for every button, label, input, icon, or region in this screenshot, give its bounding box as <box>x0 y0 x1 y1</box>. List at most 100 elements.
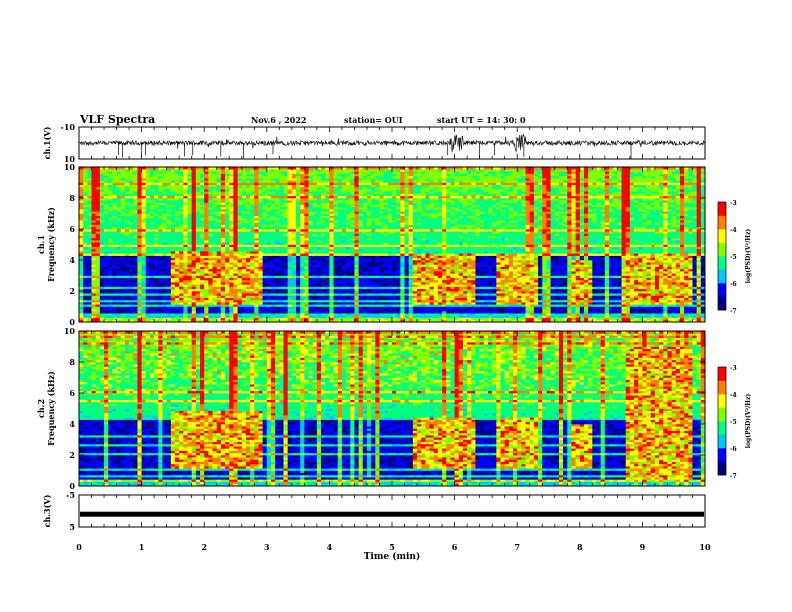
ch1-spectrogram-cell <box>245 271 251 274</box>
ch1-spectrogram-cell <box>521 266 526 270</box>
ch1-spectrogram-cell <box>154 248 159 252</box>
ch1-spectrogram-cell <box>429 313 435 316</box>
ch1-spectrogram-cell <box>679 264 685 267</box>
ch1-spectrogram-cell <box>287 319 293 323</box>
ch1-spectrogram-cell <box>446 275 451 279</box>
ch1-spectrogram-cell <box>195 253 201 256</box>
ch1-spectrogram-cell <box>508 264 514 267</box>
ch1-spectrogram-cell <box>700 251 706 254</box>
ch1-spectrogram-cell <box>124 284 130 287</box>
ch1-spectrogram-cell <box>300 253 305 256</box>
ch1-spectrogram-cell <box>304 260 309 263</box>
ch1-spectrogram-cell <box>500 293 505 296</box>
ch1-spectrogram-cell <box>513 313 518 316</box>
ch1-spectrogram-cell <box>529 253 535 256</box>
ch1-spectrogram-cell <box>675 286 681 290</box>
ch1-spectrogram-cell <box>538 304 543 307</box>
ch1-spectrogram-cell <box>621 279 626 283</box>
ch1-spectrogram-cell <box>141 304 147 307</box>
ch1-spectrogram-cell <box>404 264 409 267</box>
ch1-spectrogram-cell <box>679 297 685 301</box>
ch1-spectrogram-cell <box>446 273 451 276</box>
ch1-spectrogram-cell <box>91 257 96 261</box>
ch1-spectrogram-cell <box>375 264 380 267</box>
ch1-spectrogram-cell <box>558 310 564 314</box>
ch1-spectrogram-cell <box>383 317 389 321</box>
ch1-spectrogram-cell <box>529 271 535 274</box>
ch1-spectrogram-cell <box>454 308 460 312</box>
ch1-spectrogram-cell <box>258 257 263 261</box>
ch1-spectrogram-cell <box>250 264 255 267</box>
ch1-spectrogram-cell <box>613 302 618 305</box>
ch1-spectrogram-cell <box>233 288 238 292</box>
ch1-spectrogram-cell <box>375 282 380 285</box>
ch1-spectrogram-cell <box>329 304 334 307</box>
ch1-spectrogram-cell <box>225 255 230 259</box>
ch1-spectrogram-cell <box>496 302 501 305</box>
ch1-spectrogram-cell <box>558 260 564 263</box>
ch1-spectrogram-cell <box>467 313 472 316</box>
ch1-spectrogram-cell <box>341 313 347 316</box>
ch1-spectrogram-cell <box>149 284 155 287</box>
ch1-spectrogram-cell <box>575 308 581 312</box>
ch1-spectrogram-cell <box>254 262 259 265</box>
ch1-spectrogram-cell <box>362 308 368 312</box>
ch1-spectrogram-cell <box>425 286 430 290</box>
ch1-spectrogram-cell <box>275 313 280 316</box>
ch1-spectrogram-cell <box>83 293 88 296</box>
ch1-spectrogram-cell <box>262 308 268 312</box>
ch1-spectrogram-cell <box>154 253 159 256</box>
ch1-spectrogram-cell <box>442 257 447 261</box>
ch1-spectrogram-cell <box>671 257 677 261</box>
ch1-spectrogram-cell <box>529 255 535 259</box>
ch1-spectrogram-cell <box>166 315 172 318</box>
ch1-spectrogram-cell <box>517 268 522 272</box>
ch1-spectrogram-cell <box>600 310 606 314</box>
ch1-spectrogram-cell <box>675 282 681 285</box>
ch1-spectrogram-cell <box>496 295 501 298</box>
ch1-spectrogram-cell <box>358 253 364 256</box>
ch1-spectrogram-cell <box>621 253 626 256</box>
ch1-spectrogram-cell <box>408 264 414 267</box>
ch1-spectrogram-cell <box>625 313 631 316</box>
ch1-spectrogram-cell <box>663 295 668 298</box>
ch1-spectrogram-cell <box>362 310 368 314</box>
ch1-spectrogram-cell <box>304 255 309 259</box>
ch1-spectrogram-cell <box>671 264 677 267</box>
ch1-spectrogram-cell <box>700 268 706 272</box>
ch1-spectrogram-cell <box>354 302 359 305</box>
ch1-spectrogram-cell <box>558 271 564 274</box>
ch1-spectrogram-cell <box>425 295 430 298</box>
ch1-spectrogram-cell <box>200 293 205 296</box>
ch1-spectrogram-cell <box>412 297 418 301</box>
ch1-spectrogram-cell <box>333 251 339 254</box>
ch1-spectrogram-cell <box>629 315 635 318</box>
ch1-spectrogram-cell <box>158 310 163 314</box>
ch1-spectrogram-cell <box>262 317 268 321</box>
ch1-spectrogram-cell <box>79 255 84 259</box>
ch1-spectrogram-cell <box>321 315 326 318</box>
ch1-spectrogram-cell <box>529 302 535 305</box>
ch1-spectrogram-cell <box>366 273 372 276</box>
ch1-spectrogram-cell <box>654 255 660 259</box>
ch1-spectrogram-cell <box>208 264 213 267</box>
ch1-spectrogram-cell <box>116 262 122 265</box>
ch1-spectrogram-cell <box>245 293 251 296</box>
ch1-spectrogram-cell <box>325 319 330 323</box>
ch1-spectrogram-cell <box>487 282 493 285</box>
ch1-spectrogram-cell <box>149 288 155 292</box>
ch1-spectrogram-cell <box>354 255 359 259</box>
ch1-spectrogram-cell <box>696 295 702 298</box>
ch1-spectrogram-cell <box>220 275 226 279</box>
ch1-spectrogram-cell <box>437 275 443 279</box>
ch1-spectrogram-cell <box>366 302 372 305</box>
ch1-spectrogram-cell <box>291 251 297 254</box>
ch1-spectrogram-cell <box>650 279 656 283</box>
ch1-spectrogram-cell <box>325 271 330 274</box>
ch1-spectrogram-cell <box>174 284 180 287</box>
ch1-spectrogram-cell <box>300 308 305 312</box>
ch1-spectrogram-cell <box>529 319 535 323</box>
ch1-spectrogram-cell <box>350 293 355 296</box>
ch1-spectrogram-cell <box>216 304 222 307</box>
ch1-spectrogram-cell <box>225 310 230 314</box>
